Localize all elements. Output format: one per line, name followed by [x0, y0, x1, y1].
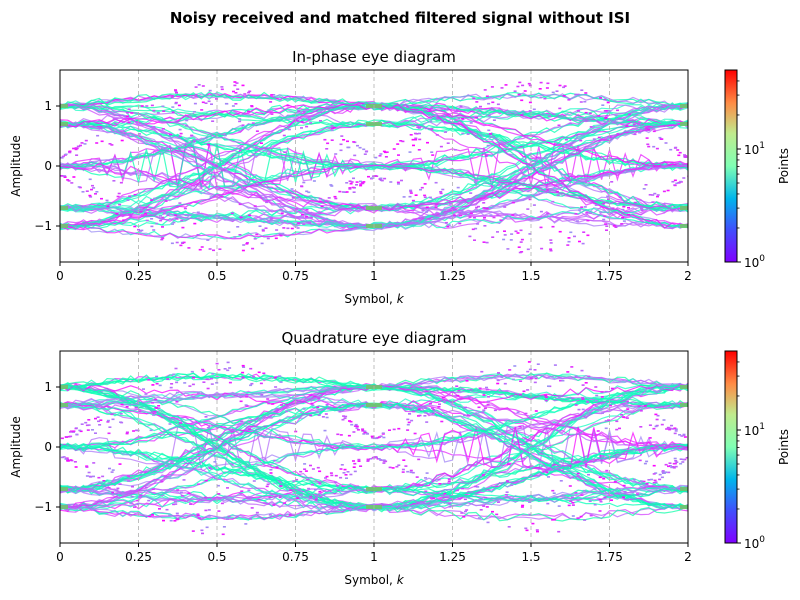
panel1-axes: 0 0.25 0.5 0.75 1 1.25 1.5 1.75 2 −1 0 1 In-phase ey…	[9, 48, 791, 306]
panel1-colorbar	[724, 69, 738, 263]
panel2-xlabel: Symbol, k	[344, 573, 404, 587]
panel2-xtick-label: 1.75	[596, 550, 623, 564]
panel1-ytick-label: 0	[44, 159, 52, 173]
panel2-xtick-label: 1.25	[439, 550, 466, 564]
panel1-xtick-label: 1.5	[521, 269, 540, 283]
panel2-xtick-label: 0.75	[282, 550, 309, 564]
panel1-colorbar-tick-label: 101	[744, 141, 765, 157]
panel1-colorbar-tick-label: 100	[744, 254, 765, 270]
panel2-ytick-label: −1	[34, 500, 52, 514]
panel2-ylabel: Amplitude	[9, 416, 23, 478]
panel2-xtick-label: 0.25	[125, 550, 152, 564]
panel2-colorbar-tick-label: 101	[744, 422, 765, 438]
panel1-ytick-label: −1	[34, 219, 52, 233]
panel1-xtick-label: 0.75	[282, 269, 309, 283]
panel2-ytick-label: 1	[44, 380, 52, 394]
panel1-xtick-label: 0.5	[207, 269, 226, 283]
panel2-axes: 0 0.25 0.5 0.75 1 1.25 1.5 1.75 2 −1 0 1 Quadrature …	[9, 329, 791, 587]
panel2-xtick-label: 1	[370, 550, 378, 564]
panel1-xtick-label: 1.75	[596, 269, 623, 283]
figure-suptitle: Noisy received and matched filtered sign…	[170, 9, 630, 27]
panel2-xtick-label: 1.5	[521, 550, 540, 564]
panel1-xtick-label: 1	[370, 269, 378, 283]
panel1-title: In-phase eye diagram	[292, 48, 456, 66]
panel1-ytick-label: 1	[44, 99, 52, 113]
panel2-colorbar	[724, 350, 738, 544]
panel2-xtick-label: 0	[56, 550, 64, 564]
panel1-xtick-label: 0.25	[125, 269, 152, 283]
panel1-colorbar-label: Points	[777, 148, 791, 184]
panel1-ylabel: Amplitude	[9, 135, 23, 197]
panel1-xlabel: Symbol, k	[344, 292, 404, 306]
panel2-xtick-label: 0.5	[207, 550, 226, 564]
panel1-xtick-label: 2	[684, 269, 692, 283]
panel2-xtick-label: 2	[684, 550, 692, 564]
panel2-colorbar-label: Points	[777, 429, 791, 465]
panel1-xtick-label: 1.25	[439, 269, 466, 283]
panel2-colorbar-tick-label: 100	[744, 535, 765, 551]
panel2-title: Quadrature eye diagram	[281, 329, 466, 347]
panel2-ytick-label: 0	[44, 440, 52, 454]
panel1-xtick-label: 0	[56, 269, 64, 283]
